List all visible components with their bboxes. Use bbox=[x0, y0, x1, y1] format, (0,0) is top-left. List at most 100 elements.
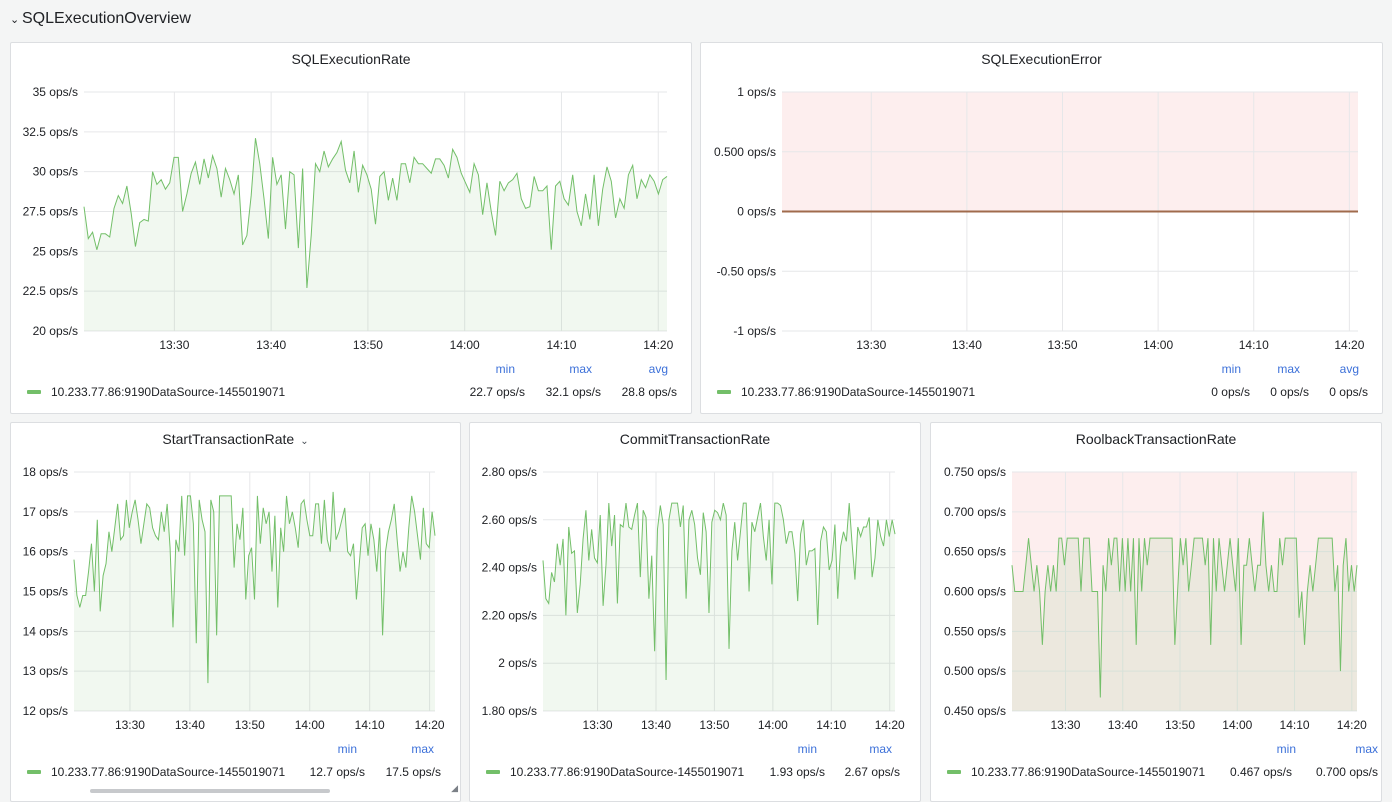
x-tick-label: 13:30 bbox=[115, 718, 145, 732]
panel-title-text: StartTransactionRate bbox=[162, 431, 295, 447]
legend-header-avg[interactable]: avg bbox=[1339, 362, 1359, 376]
row-header[interactable]: ⌄ SQLExecutionOverview bbox=[10, 6, 191, 32]
series-area bbox=[543, 503, 895, 711]
legend-value-min: 0.467 ops/s bbox=[1229, 765, 1292, 779]
y-tick-label: 0.650 ops/s bbox=[944, 545, 1006, 559]
panel-title[interactable]: RoolbackTransactionRate bbox=[931, 431, 1381, 447]
y-tick-label: 13 ops/s bbox=[23, 664, 68, 678]
panel-title-text: RoolbackTransactionRate bbox=[1075, 431, 1237, 447]
x-tick-label: 14:00 bbox=[1143, 338, 1173, 352]
y-tick-label: 17 ops/s bbox=[23, 505, 68, 519]
panel-title-text: SQLExecutionRate bbox=[291, 51, 411, 67]
legend-header-min[interactable]: min bbox=[1276, 742, 1296, 756]
x-tick-label: 14:00 bbox=[295, 718, 325, 732]
x-tick-label: 14:00 bbox=[758, 718, 788, 732]
y-tick-label: 1.80 ops/s bbox=[482, 704, 537, 718]
legend-value-max: 32.1 ops/s bbox=[545, 385, 601, 399]
legend-header-max[interactable]: max bbox=[411, 742, 434, 756]
x-tick-label: 13:30 bbox=[1050, 718, 1080, 732]
legend-value-max: 0 ops/s bbox=[1270, 385, 1309, 399]
legend-series-label: 10.233.77.86:9190DataSource-1455019071 bbox=[51, 385, 286, 399]
x-tick-label: 14:20 bbox=[643, 338, 673, 352]
legend-value-min: 22.7 ops/s bbox=[469, 385, 525, 399]
panel-title-text: SQLExecutionError bbox=[981, 51, 1102, 67]
x-tick-label: 14:10 bbox=[1239, 338, 1269, 352]
x-tick-label: 14:20 bbox=[875, 718, 905, 732]
resize-handle-icon[interactable]: ◢ bbox=[451, 783, 458, 793]
y-tick-label: 0.600 ops/s bbox=[944, 585, 1006, 599]
panel-title[interactable]: SQLExecutionError bbox=[701, 51, 1382, 67]
legend-value-min: 12.7 ops/s bbox=[309, 765, 365, 779]
legend-series[interactable]: 10.233.77.86:9190DataSource-1455019071 bbox=[27, 385, 285, 399]
y-tick-label: 18 ops/s bbox=[23, 465, 68, 479]
y-tick-label: 1 ops/s bbox=[737, 85, 776, 99]
chevron-down-icon[interactable]: ⌄ bbox=[300, 436, 309, 447]
panel-committransactionrate: CommitTransactionRate 2.80 ops/s 2.60 ops… bbox=[469, 422, 921, 802]
legend-series[interactable]: 10.233.77.86:9190DataSource-1455019071 bbox=[486, 765, 744, 779]
series-swatch bbox=[947, 770, 961, 774]
legend-series[interactable]: 10.233.77.86:9190DataSource-1455019071 bbox=[27, 765, 285, 779]
y-tick-label: 0.500 ops/s bbox=[944, 664, 1006, 678]
series-swatch bbox=[717, 390, 731, 394]
panel-title-text: CommitTransactionRate bbox=[619, 431, 771, 447]
y-tick-label: 16 ops/s bbox=[23, 545, 68, 559]
y-tick-label: 0.700 ops/s bbox=[944, 505, 1006, 519]
legend-series-label: 10.233.77.86:9190DataSource-1455019071 bbox=[741, 385, 976, 399]
panel-title[interactable]: CommitTransactionRate bbox=[470, 431, 920, 447]
legend-series-label: 10.233.77.86:9190DataSource-1455019071 bbox=[510, 765, 745, 779]
x-tick-label: 14:10 bbox=[355, 718, 385, 732]
legend-header-min[interactable]: min bbox=[1221, 362, 1241, 376]
series-line bbox=[1011, 511, 1358, 698]
y-tick-label: -0.50 ops/s bbox=[717, 264, 776, 278]
panel-title[interactable]: StartTransactionRate ⌄ bbox=[11, 431, 460, 447]
chart-starttransactionrate[interactable]: 18 ops/s 17 ops/s 16 ops/s 15 ops/s 14 ops/s… bbox=[11, 423, 461, 795]
legend-header-avg[interactable]: avg bbox=[648, 362, 668, 376]
x-tick-label: 13:50 bbox=[1165, 718, 1195, 732]
legend-header-max[interactable]: max bbox=[1277, 362, 1300, 376]
x-tick-label: 13:40 bbox=[256, 338, 286, 352]
y-tick-label: 0.750 ops/s bbox=[944, 465, 1006, 479]
legend-series[interactable]: 10.233.77.86:9190DataSource-1455019071 bbox=[717, 385, 975, 399]
series-area bbox=[74, 491, 435, 711]
y-tick-label: 14 ops/s bbox=[23, 624, 68, 638]
legend-header-min[interactable]: min bbox=[337, 742, 357, 756]
panel-starttransactionrate: StartTransactionRate ⌄ 18 ops/s 17 ops/s 16… bbox=[10, 422, 461, 802]
chart-sqlexecutionrate[interactable]: 35 ops/s 32.5 ops/s 30 ops/s 27.5 ops/s 25 o… bbox=[11, 43, 692, 414]
legend-header-max[interactable]: max bbox=[1355, 742, 1378, 756]
legend-series-label: 10.233.77.86:9190DataSource-1455019071 bbox=[971, 765, 1206, 779]
chart-roolbacktransactionrate[interactable]: 0.750 ops/s 0.700 ops/s 0.650 ops/s 0.600 o… bbox=[931, 423, 1382, 795]
x-tick-label: 14:20 bbox=[415, 718, 445, 732]
panel-roolbacktransactionrate: RoolbackTransactionRate 0.750 ops/s 0.700… bbox=[930, 422, 1382, 802]
y-tick-label: 22.5 ops/s bbox=[23, 284, 78, 298]
row-title: SQLExecutionOverview bbox=[22, 10, 191, 27]
panel-title[interactable]: SQLExecutionRate bbox=[11, 51, 691, 67]
legend-header-max[interactable]: max bbox=[869, 742, 892, 756]
y-tick-label: 20 ops/s bbox=[33, 324, 78, 338]
legend-series-label: 10.233.77.86:9190DataSource-1455019071 bbox=[51, 765, 286, 779]
legend-header-max[interactable]: max bbox=[569, 362, 592, 376]
legend-series[interactable]: 10.233.77.86:9190DataSource-1455019071 bbox=[947, 765, 1205, 779]
y-tick-label: 2.40 ops/s bbox=[482, 561, 537, 575]
legend-header-min[interactable]: min bbox=[797, 742, 817, 756]
series-swatch bbox=[486, 770, 500, 774]
x-tick-label: 14:00 bbox=[450, 338, 480, 352]
y-tick-label: 0.550 ops/s bbox=[944, 624, 1006, 638]
legend-value-avg: 0 ops/s bbox=[1329, 385, 1368, 399]
series-area bbox=[84, 138, 667, 331]
legend-value-min: 1.93 ops/s bbox=[769, 765, 825, 779]
y-tick-label: 0 ops/s bbox=[737, 205, 776, 219]
x-tick-label: 13:50 bbox=[353, 338, 383, 352]
x-tick-label: 14:20 bbox=[1334, 338, 1364, 352]
y-tick-label: 12 ops/s bbox=[23, 704, 68, 718]
chart-committransactionrate[interactable]: 2.80 ops/s 2.60 ops/s 2.40 ops/s 2.20 ops/s… bbox=[470, 423, 921, 795]
legend-header-min[interactable]: min bbox=[495, 362, 515, 376]
y-tick-label: 35 ops/s bbox=[33, 85, 78, 99]
chart-sqlexecutionerror[interactable]: 1 ops/s 0.500 ops/s 0 ops/s -0.50 ops/s -1 o… bbox=[701, 43, 1383, 414]
x-tick-label: 14:10 bbox=[816, 718, 846, 732]
legend-value-avg: 28.8 ops/s bbox=[621, 385, 677, 399]
legend-value-max: 0.700 ops/s bbox=[1315, 765, 1378, 779]
horizontal-scrollbar[interactable] bbox=[90, 789, 330, 793]
x-tick-label: 13:40 bbox=[1108, 718, 1138, 732]
panel-sqlexecutionrate: SQLExecutionRate 35 ops/s 32.5 ops/s 30 op… bbox=[10, 42, 692, 414]
y-tick-label: 0.500 ops/s bbox=[714, 145, 776, 159]
